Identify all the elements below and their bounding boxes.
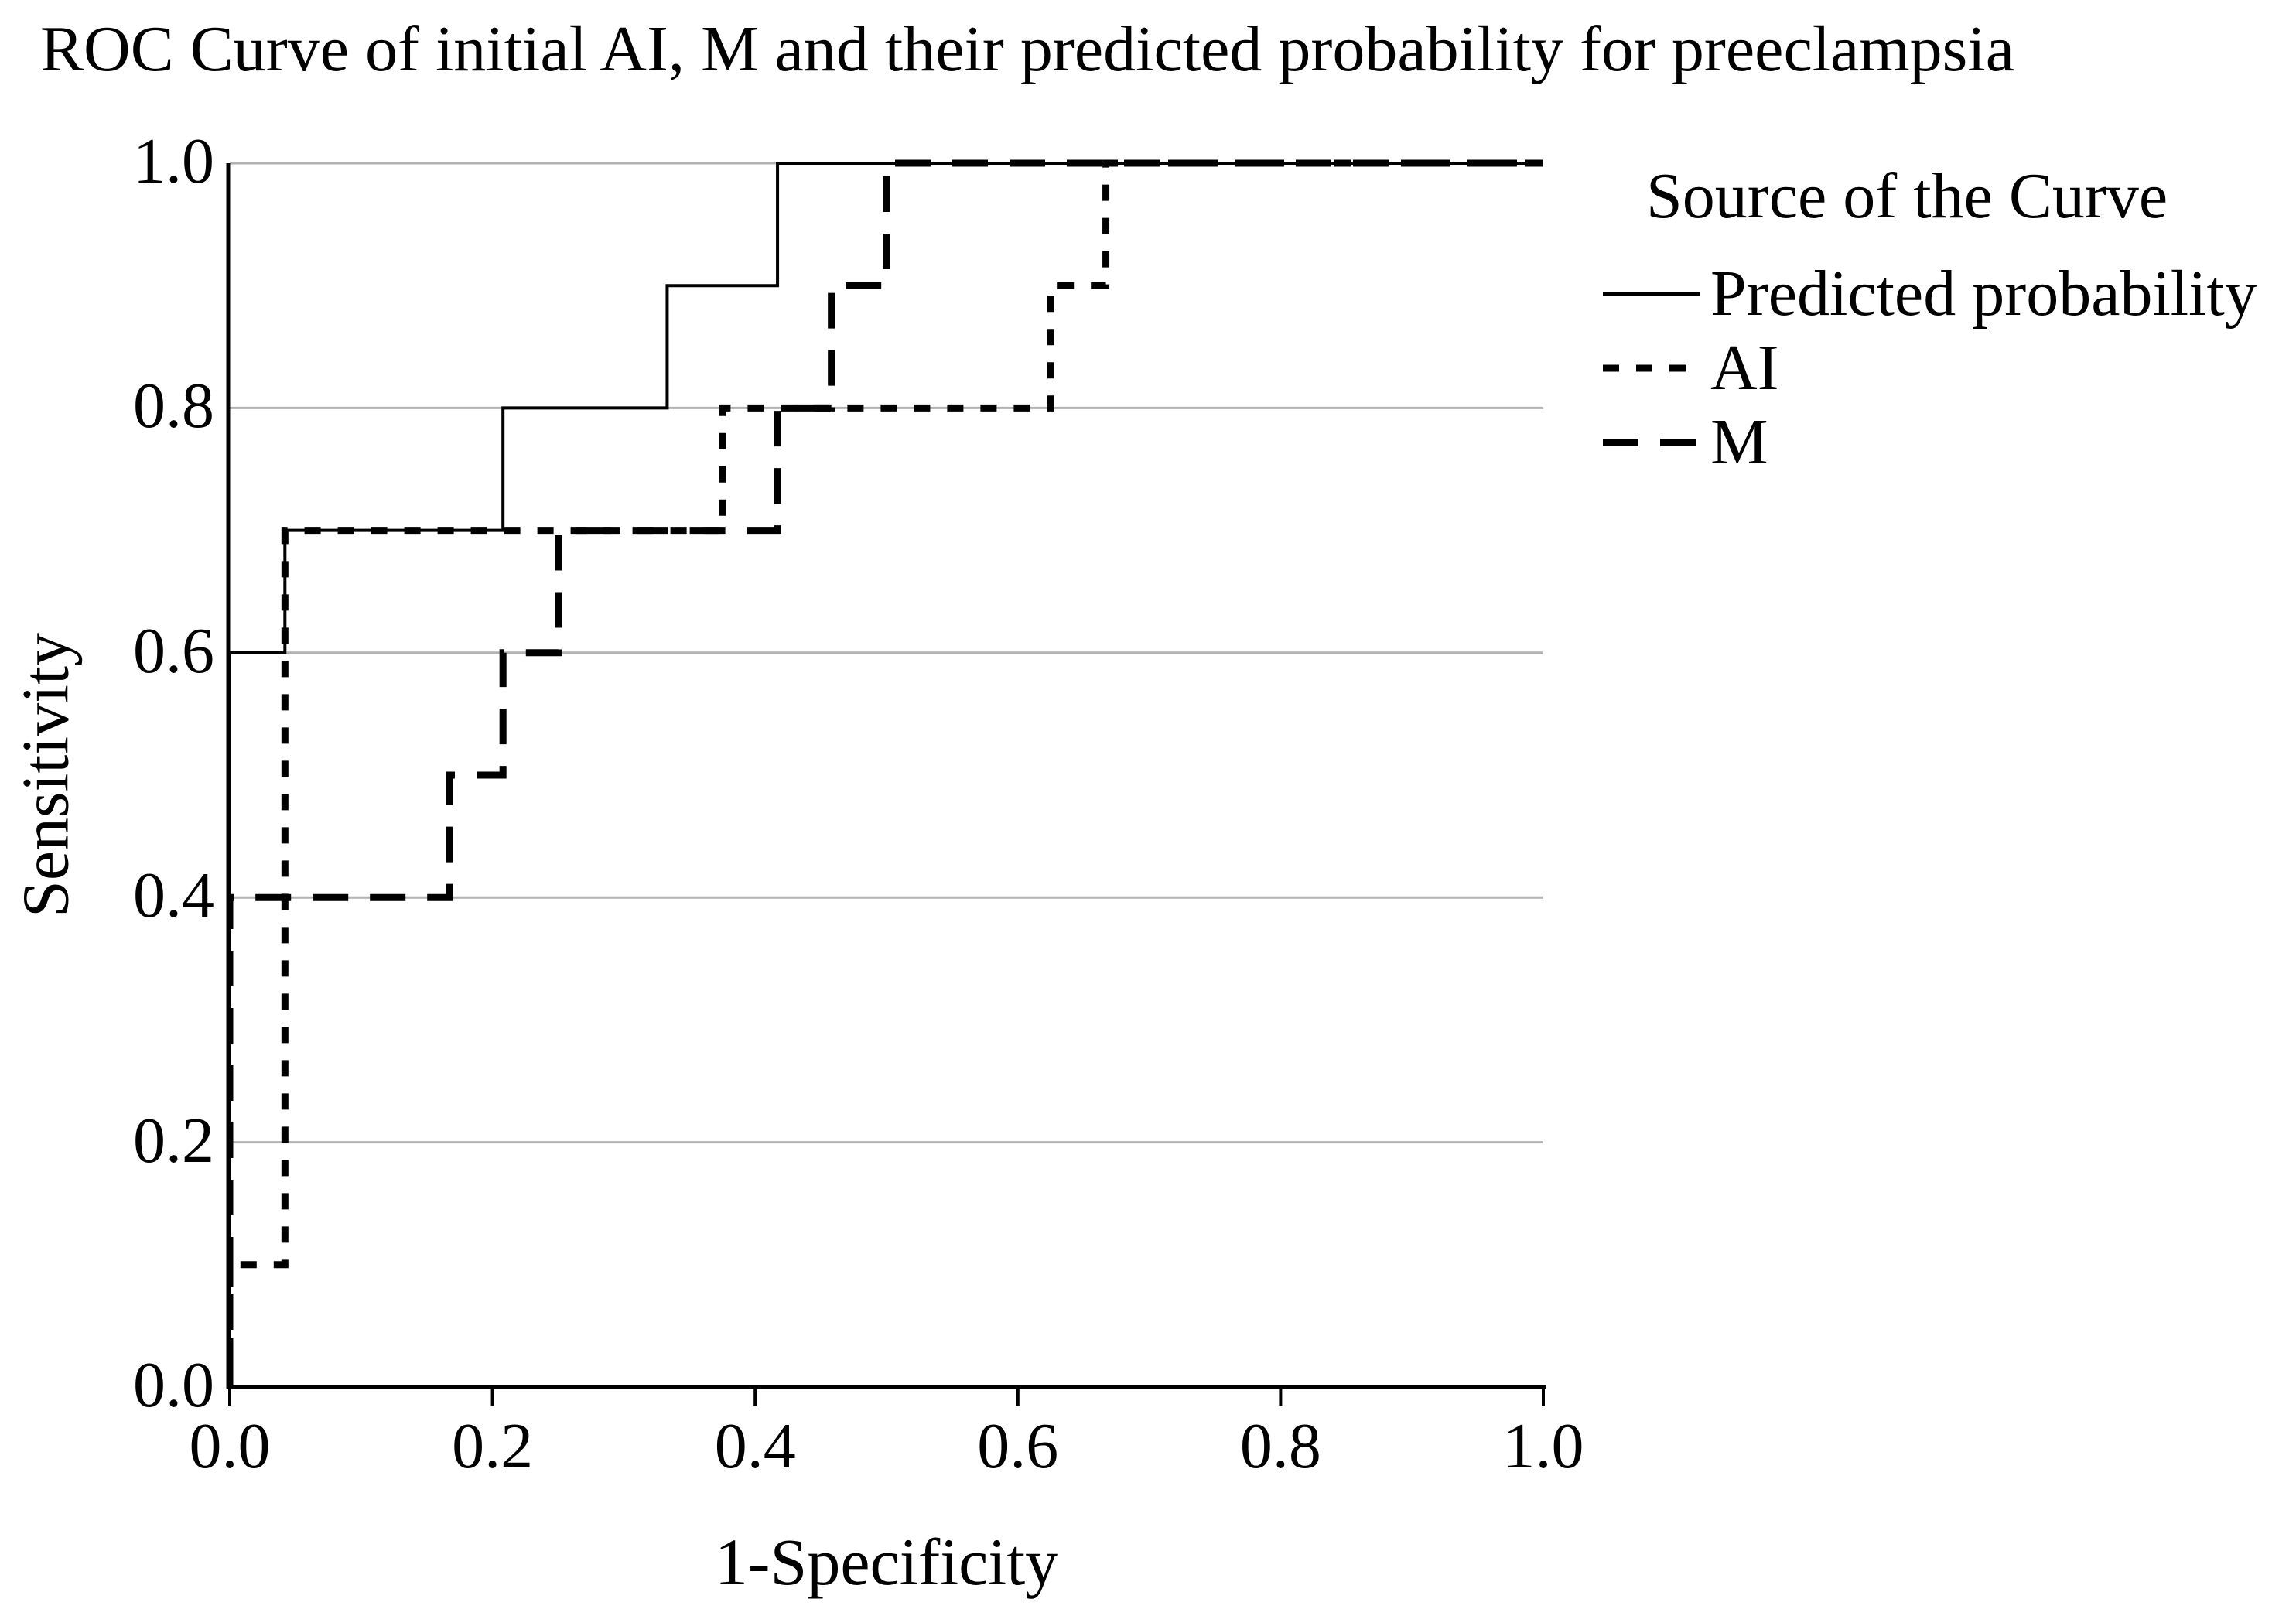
legend-line-sample-solid xyxy=(1603,292,1700,296)
y-tick-label: 0.0 xyxy=(133,1349,214,1421)
legend-item-label: M xyxy=(1710,406,1768,478)
legend: Source of the Curve Predicted probabilit… xyxy=(1603,159,2296,480)
roc-curve-m xyxy=(226,159,1543,1387)
legend-line-sample-long-dash xyxy=(1603,439,1700,446)
y-tick-label: 0.2 xyxy=(133,1104,214,1177)
y-tick-label: 0.6 xyxy=(133,614,214,687)
x-tick-label: 0.0 xyxy=(189,1410,271,1482)
legend-item-label: AI xyxy=(1710,332,1779,404)
x-tick-label: 0.8 xyxy=(1239,1410,1321,1482)
x-axis-title: 1-Specificity xyxy=(714,1525,1059,1599)
x-tick-label: 0.6 xyxy=(977,1410,1059,1482)
legend-title: Source of the Curve xyxy=(1646,160,2168,232)
chart-title: ROC Curve of initial AI, M and their pre… xyxy=(40,13,2014,85)
x-tick-label: 1.0 xyxy=(1502,1410,1584,1482)
y-tick-label: 1.0 xyxy=(133,125,214,197)
legend-item-predicted-probability: Predicted probability xyxy=(1603,257,2296,331)
legend-item-ai: AI xyxy=(1603,331,2296,405)
x-tick-label: 0.4 xyxy=(714,1410,796,1482)
y-tick-label: 0.8 xyxy=(133,370,214,442)
roc-curve-ai xyxy=(226,159,1543,1387)
x-tick-label: 0.2 xyxy=(452,1410,534,1482)
roc-curve-predicted_probability xyxy=(228,162,1543,1387)
legend-line-sample-short-dash xyxy=(1603,364,1700,372)
legend-item-label: Predicted probability xyxy=(1710,258,2257,330)
y-tick-label: 0.4 xyxy=(133,859,214,932)
legend-item-m: M xyxy=(1603,405,2296,480)
